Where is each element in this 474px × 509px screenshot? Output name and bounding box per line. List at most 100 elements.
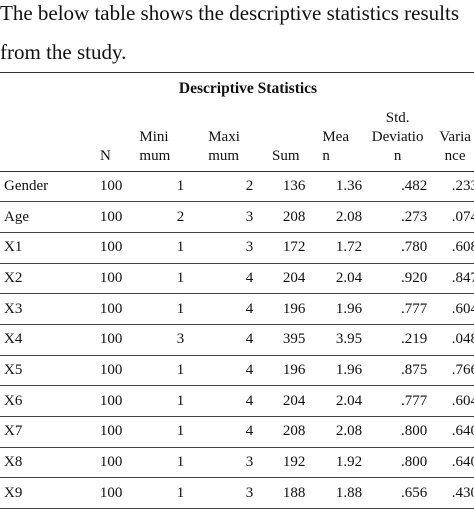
cell-mean: 2.08 [335,208,363,225]
header-minimum-line-1: Mini [139,128,169,145]
cell-sum: 136 [282,177,306,194]
cell-maximum: 3 [245,239,254,256]
cell-maximum: 3 [245,208,254,225]
cell-maximum: 4 [245,331,254,348]
intro-paragraph: The below table shows the descriptive st… [0,0,459,72]
cell-mean: 2.08 [335,423,363,440]
table-row: X9 100 1 3 188 1.88 .656 .430 [0,478,474,509]
cell-minimum: 1 [176,484,185,501]
cell-mean: 1.92 [335,454,363,471]
cell-n: 100 [99,300,123,317]
cell-variable: X1 [4,239,23,256]
cell-variable: Gender [4,177,49,194]
header-variance-line-1: Varia [439,128,471,145]
cell-minimum: 1 [176,239,185,256]
cell-variable: X8 [4,454,23,471]
cell-variable: X6 [4,392,23,409]
cell-maximum: 4 [245,392,254,409]
intro-line-1: The below table shows the descriptive st… [0,1,459,25]
cell-sum: 208 [282,208,306,225]
cell-variance: .074 [451,208,474,225]
header-std-line-3: n [393,147,402,164]
cell-mean: 1.72 [335,239,363,256]
cell-std-deviation: .777 [400,300,428,317]
cell-sum: 204 [282,392,306,409]
cell-variance: .766 [451,361,474,378]
table-body: Gender 100 1 2 136 1.36 .482 .233 Age 100 2 3 208 2.0… [0,171,474,509]
cell-maximum: 4 [245,300,254,317]
cell-minimum: 1 [176,454,185,471]
header-std-line-2: Deviatio [371,128,424,145]
cell-minimum: 1 [176,423,185,440]
table-row: X7 100 1 4 208 2.08 .800 .640 [0,417,474,448]
cell-maximum: 3 [245,454,254,471]
table-row: X6 100 1 4 204 2.04 .777 .604 [0,386,474,417]
cell-minimum: 2 [176,208,185,225]
cell-maximum: 4 [245,361,254,378]
cell-minimum: 3 [176,331,185,348]
table-header: N Mini mum Maxi mum Sum Mea n Std. Devia… [0,105,474,172]
cell-variance: .604 [451,392,474,409]
cell-variance: .847 [451,269,474,286]
cell-sum: 208 [282,423,306,440]
cell-variable: X5 [4,361,23,378]
table-row: X2 100 1 4 204 2.04 .920 .847 [0,263,474,294]
cell-variable: X3 [4,300,23,317]
cell-std-deviation: .920 [400,269,428,286]
cell-variance: .608 [451,239,474,256]
header-maximum-line-1: Maxi [208,128,240,145]
cell-n: 100 [99,392,123,409]
cell-n: 100 [99,361,123,378]
header-row: N Mini mum Maxi mum Sum Mea n Std. Devia… [0,105,474,172]
cell-mean: 1.96 [335,361,363,378]
cell-variable: X9 [4,484,23,501]
header-variance-line-2: nce [444,147,466,164]
cell-std-deviation: .219 [400,331,428,348]
cell-std-deviation: .875 [400,361,428,378]
header-variance: Varia nce [430,105,474,172]
cell-n: 100 [99,331,123,348]
table-row: Age 100 2 3 208 2.08 .273 .074 [0,202,474,233]
cell-n: 100 [99,484,123,501]
cell-variance: .640 [451,454,474,471]
cell-maximum: 4 [245,423,254,440]
header-label-empty [0,105,86,172]
table-title: Descriptive Statistics [0,72,474,105]
cell-sum: 188 [282,484,306,501]
table-row: X4 100 3 4 395 3.95 .219 .048 [0,324,474,356]
header-sum: Sum [263,105,309,172]
cell-mean: 1.96 [335,300,363,317]
cell-minimum: 1 [176,300,185,317]
header-mean-line-1: Mea [322,128,349,145]
cell-maximum: 4 [245,269,254,286]
cell-sum: 196 [282,361,306,378]
cell-std-deviation: .777 [400,392,428,409]
cell-variance: .604 [451,300,474,317]
cell-mean: 2.04 [335,269,363,286]
cell-sum: 196 [282,300,306,317]
cell-std-deviation: .780 [400,239,428,256]
cell-variable: X4 [4,331,23,348]
header-maximum: Maxi mum [194,105,264,172]
table-row: X3 100 1 4 196 1.96 .777 .604 [0,294,474,325]
table-row: X1 100 1 3 172 1.72 .780 .608 [0,232,474,264]
table-row: X8 100 1 3 192 1.92 .800 .640 [0,447,474,478]
cell-sum: 192 [282,454,306,471]
cell-sum: 204 [282,269,306,286]
cell-maximum: 2 [245,177,254,194]
cell-minimum: 1 [176,392,185,409]
cell-std-deviation: .482 [400,177,428,194]
cell-n: 100 [99,177,123,194]
cell-mean: 2.04 [335,392,363,409]
cell-n: 100 [99,239,123,256]
cell-variance: .640 [451,423,474,440]
cell-std-deviation: .273 [400,208,428,225]
cell-variable: X7 [4,423,23,440]
intro-line-2: from the study. [0,40,127,64]
table-row: X5 100 1 4 196 1.96 .875 .766 [0,355,474,386]
cell-std-deviation: .800 [400,423,428,440]
cell-minimum: 1 [176,177,185,194]
cell-mean: 1.36 [335,177,363,194]
cell-std-deviation: .656 [400,484,428,501]
header-minimum-line-2: mum [139,147,171,164]
